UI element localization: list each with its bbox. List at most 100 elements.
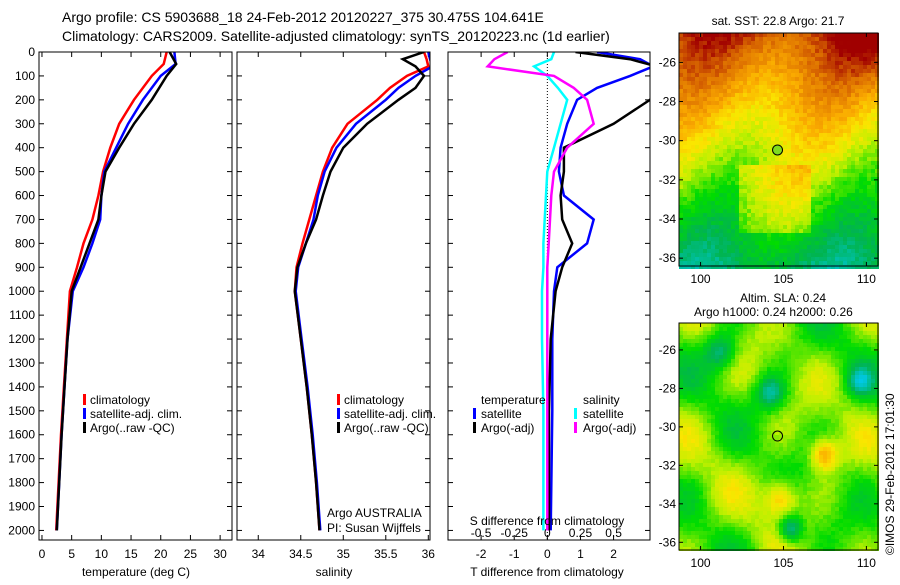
map-cell	[859, 173, 863, 177]
map-cell	[743, 161, 747, 165]
map-cell	[871, 459, 875, 463]
map-cell	[759, 77, 763, 81]
map-cell	[791, 403, 795, 407]
map-cell	[831, 335, 835, 339]
map-cell	[803, 217, 807, 221]
map-cell	[719, 89, 723, 93]
map-cell	[691, 85, 695, 89]
map-cell	[715, 423, 719, 427]
map-cell	[687, 161, 691, 165]
map-cell	[847, 233, 851, 237]
map-cell	[735, 323, 739, 327]
map-cell	[847, 387, 851, 391]
map-cell	[791, 45, 795, 49]
map-cell	[807, 213, 811, 217]
map-cell	[767, 407, 771, 411]
map-cell	[783, 225, 787, 229]
map-cell	[839, 85, 843, 89]
map-cell	[823, 141, 827, 145]
map-cell	[859, 161, 863, 165]
map-cell	[687, 455, 691, 459]
map-cell	[687, 45, 691, 49]
map-cell	[871, 165, 875, 169]
map-cell	[731, 161, 735, 165]
map-cell	[807, 419, 811, 423]
map-cell	[787, 399, 791, 403]
map-cell	[807, 117, 811, 121]
map-cell	[683, 133, 687, 137]
map-cell	[803, 391, 807, 395]
map-cell	[691, 237, 695, 241]
map-cell	[795, 213, 799, 217]
map-cell	[727, 41, 731, 45]
map-cell	[847, 439, 851, 443]
map-cell	[751, 33, 755, 37]
map-cell	[723, 335, 727, 339]
map-cell	[787, 367, 791, 371]
map-cell	[863, 217, 867, 221]
map-cell	[763, 213, 767, 217]
map-cell	[823, 125, 827, 129]
map-cell	[755, 241, 759, 245]
map-cell	[819, 391, 823, 395]
map-cell	[779, 367, 783, 371]
map-cell	[867, 233, 871, 237]
map-cell	[751, 327, 755, 331]
map-cell	[783, 189, 787, 193]
map-cell	[803, 439, 807, 443]
map-cell	[767, 439, 771, 443]
map-cell	[699, 161, 703, 165]
map-cell	[767, 73, 771, 77]
map-cell	[723, 221, 727, 225]
map-cell	[711, 233, 715, 237]
map-cell	[771, 217, 775, 221]
map-cell	[719, 435, 723, 439]
map-cell	[771, 77, 775, 81]
map-cell	[791, 133, 795, 137]
map-cell	[751, 245, 755, 249]
map-cell	[695, 427, 699, 431]
map-cell	[731, 229, 735, 233]
map-cell	[683, 77, 687, 81]
map-cell	[835, 181, 839, 185]
map-cell	[851, 245, 855, 249]
map-cell	[767, 455, 771, 459]
map-cell	[779, 205, 783, 209]
map-cell	[859, 395, 863, 399]
map-cell	[743, 93, 747, 97]
map-cell	[787, 407, 791, 411]
x-tick-label: 36	[422, 547, 436, 561]
map-cell	[859, 233, 863, 237]
map-cell	[783, 209, 787, 213]
map-cell	[839, 217, 843, 221]
map-cell	[679, 459, 683, 463]
map-cell	[767, 129, 771, 133]
map-cell	[815, 355, 819, 359]
map-cell	[743, 435, 747, 439]
map-cell	[799, 41, 803, 45]
map-cell	[727, 129, 731, 133]
map-cell	[795, 97, 799, 101]
map-cell	[747, 93, 751, 97]
map-cell	[807, 49, 811, 53]
map-cell	[691, 209, 695, 213]
map-cell	[839, 261, 843, 265]
map-cell	[859, 121, 863, 125]
map-cell	[763, 407, 767, 411]
map-cell	[711, 213, 715, 217]
map-cell	[811, 205, 815, 209]
map-cell	[711, 137, 715, 141]
map-cell	[819, 137, 823, 141]
map-cell	[775, 37, 779, 41]
map-cell	[775, 443, 779, 447]
map-cell	[835, 423, 839, 427]
map-cell	[855, 229, 859, 233]
map-cell	[699, 69, 703, 73]
map-cell	[723, 455, 727, 459]
map-cell	[767, 209, 771, 213]
map-cell	[863, 347, 867, 351]
map-cell	[843, 391, 847, 395]
map-cell	[851, 193, 855, 197]
map-cell	[815, 109, 819, 113]
map-cell	[699, 241, 703, 245]
